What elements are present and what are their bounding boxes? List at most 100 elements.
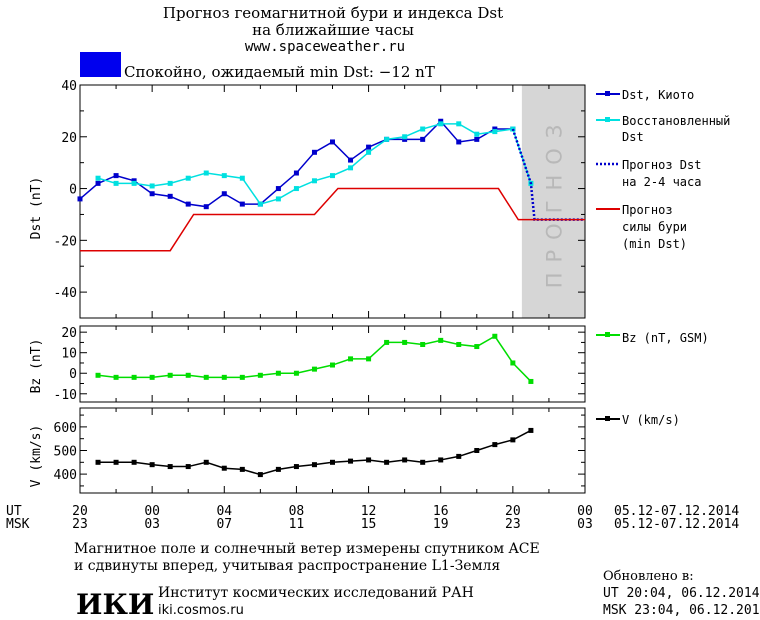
dst-kyoto-point bbox=[113, 173, 119, 179]
y-tick-label: 20 bbox=[61, 326, 77, 341]
dst-kyoto-point bbox=[402, 136, 408, 142]
msk-label: MSK bbox=[6, 517, 30, 532]
velocity-point bbox=[95, 459, 101, 465]
dst-reconstructed-point bbox=[384, 136, 390, 142]
panel-frame bbox=[79, 84, 586, 319]
v-axis-label: V (km/s) bbox=[29, 425, 44, 488]
ut-tick-label: 00 bbox=[144, 504, 160, 519]
forecast-region bbox=[521, 85, 585, 318]
velocity-point bbox=[456, 453, 462, 459]
dst-kyoto-series-line bbox=[79, 120, 513, 208]
dst-kyoto-point bbox=[167, 193, 173, 199]
bz-panel: 20 10 0 -10 bbox=[54, 325, 586, 403]
dst-reconstructed-point bbox=[203, 170, 209, 176]
dst-kyoto-point bbox=[420, 136, 426, 142]
y-tick-label: 500 bbox=[54, 445, 77, 460]
msk-tick-label: 11 bbox=[289, 517, 305, 532]
velocity-point bbox=[348, 458, 354, 464]
y-tick-label: 0 bbox=[69, 183, 77, 198]
v-panel: 600 500 400 bbox=[54, 407, 586, 494]
legend-v: V (km/s) bbox=[622, 413, 680, 427]
dst-reconstructed-series-line bbox=[97, 123, 532, 205]
dst-reconstructed-point bbox=[330, 173, 335, 179]
dst-kyoto-point bbox=[492, 126, 498, 132]
velocity-series-line bbox=[98, 429, 532, 476]
ut-tick-label: 16 bbox=[433, 504, 449, 519]
dst-kyoto-point bbox=[131, 178, 137, 184]
dst-reconstructed-point bbox=[402, 134, 408, 140]
header-url: www.spaceweather.ru bbox=[245, 39, 405, 55]
legend-v-marker bbox=[605, 416, 610, 421]
dst-reconstructed-point bbox=[348, 165, 354, 171]
dst-kyoto-point bbox=[293, 170, 299, 176]
velocity-point bbox=[510, 437, 516, 443]
bz-point bbox=[438, 337, 444, 343]
dst-kyoto-point bbox=[239, 201, 245, 207]
velocity-point bbox=[239, 466, 245, 472]
velocity-point bbox=[149, 462, 155, 468]
dst-reconstructed-point bbox=[221, 173, 227, 179]
ut-tick-label: 08 bbox=[289, 504, 305, 519]
bz-point bbox=[330, 362, 335, 368]
y-tick-label: 600 bbox=[54, 421, 77, 436]
dst-reconstructed-point bbox=[438, 121, 444, 127]
dst-reconstructed-point bbox=[95, 175, 101, 181]
velocity-point bbox=[275, 466, 281, 472]
velocity-point bbox=[203, 459, 209, 465]
dst-reconstructed-point bbox=[257, 201, 263, 207]
msk-tick-label: 23 bbox=[72, 517, 88, 532]
dst-reconstructed-point bbox=[474, 131, 480, 137]
bz-point bbox=[203, 374, 209, 380]
iki-logo: ИКИ bbox=[76, 588, 154, 620]
bz-point bbox=[528, 378, 534, 384]
dst-kyoto-point bbox=[311, 149, 317, 155]
legend-dst-kyoto: Dst, Киото bbox=[622, 88, 694, 102]
legend-storm-3: (min Dst) bbox=[622, 237, 687, 251]
dst-forecast-series-line bbox=[511, 128, 585, 221]
bz-point bbox=[167, 372, 173, 378]
bz-point bbox=[239, 374, 245, 380]
bz-point bbox=[221, 374, 227, 380]
bz-point bbox=[366, 356, 372, 362]
dst-kyoto-point bbox=[474, 136, 480, 142]
velocity-point bbox=[438, 457, 444, 463]
dst-kyoto-point bbox=[348, 157, 354, 163]
title-line-1: Прогноз геомагнитной бури и индекса Dst bbox=[163, 4, 503, 22]
legend-dst-forecast-2: на 2-4 часа bbox=[622, 175, 701, 189]
velocity-point bbox=[167, 464, 173, 470]
velocity-point bbox=[402, 457, 408, 463]
ut-tick-label: 00 bbox=[577, 504, 593, 519]
legend-bz-marker bbox=[605, 332, 610, 337]
dst-reconstructed-point bbox=[311, 178, 317, 184]
y-tick-label: -20 bbox=[54, 234, 77, 249]
dst-kyoto-point bbox=[185, 201, 191, 207]
dst-kyoto-point bbox=[438, 118, 444, 124]
bz-point bbox=[275, 370, 281, 376]
ut-label: UT bbox=[6, 504, 22, 519]
dst-kyoto-point bbox=[456, 139, 462, 145]
title-line-2: на ближайшие часы bbox=[252, 21, 414, 39]
dst-reconstructed-point bbox=[167, 180, 173, 186]
velocity-point bbox=[293, 464, 299, 470]
bz-point bbox=[510, 360, 516, 366]
msk-tick-label: 15 bbox=[361, 517, 377, 532]
dst-reconstructed-point bbox=[149, 183, 155, 189]
bz-point bbox=[185, 372, 191, 378]
bz-point bbox=[348, 356, 354, 362]
dst-kyoto-point bbox=[330, 139, 335, 145]
legend-dst-kyoto-marker bbox=[605, 91, 610, 96]
ut-tick-label: 04 bbox=[216, 504, 232, 519]
updated-label: Обновлено в: bbox=[603, 569, 694, 584]
bz-point bbox=[131, 374, 137, 380]
dst-kyoto-point bbox=[275, 186, 281, 192]
velocity-point bbox=[311, 462, 317, 468]
ut-tick-label: 20 bbox=[72, 504, 88, 519]
dst-reconstructed-point bbox=[185, 175, 191, 181]
footer-note-1: Магнитное поле и солнечный ветер измерен… bbox=[74, 541, 540, 557]
updated-msk: MSK 23:04, 06.12.2014 bbox=[603, 603, 760, 618]
legend-dst-rec-2: Dst bbox=[622, 130, 644, 144]
y-tick-label: -40 bbox=[54, 286, 77, 301]
legend-dst-forecast-1: Прогноз Dst bbox=[622, 158, 701, 172]
updated-ut: UT 20:04, 06.12.2014 bbox=[603, 586, 760, 601]
